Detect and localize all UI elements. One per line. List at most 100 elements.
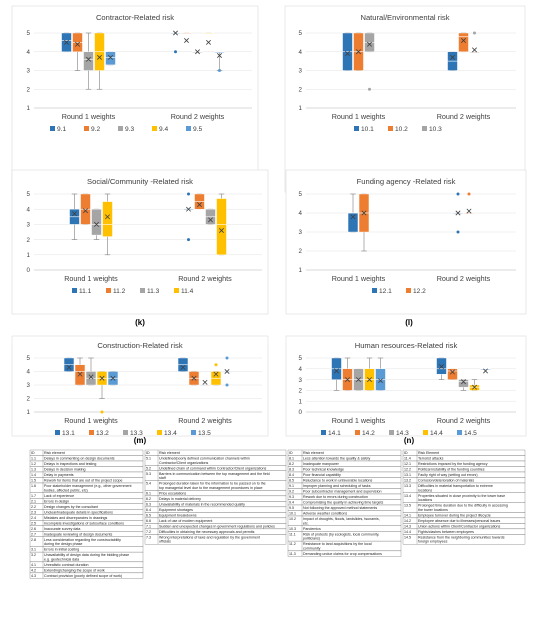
table-text-cell: Delays in commenting on design documents	[44, 457, 115, 461]
box-14-2-round-1	[342, 357, 353, 391]
table-id-cell: 8.5	[289, 479, 294, 483]
legend-swatch	[50, 126, 55, 131]
table-text-cell: Poor financial capability	[303, 473, 341, 477]
mean-marker	[466, 208, 472, 214]
mean-marker	[66, 364, 72, 370]
chart-frame	[284, 5, 526, 193]
legend-label: 13.3	[130, 430, 143, 437]
mean-marker	[105, 214, 110, 220]
y-tick-label: 2	[299, 86, 303, 93]
mean-marker	[450, 54, 455, 60]
table-id-cell: 1.1	[31, 457, 36, 461]
box-13-4-round-2	[210, 363, 222, 386]
mean-marker	[184, 38, 189, 43]
y-tick-label: 0	[299, 409, 303, 416]
mean-marker	[88, 374, 94, 380]
box-12-1-round-1	[347, 193, 359, 233]
box-11-4-round-2	[216, 193, 227, 256]
mean-marker	[99, 375, 105, 381]
box-11-4-round-1	[102, 193, 113, 256]
table-text-cell: Less attention towards the quality & saf…	[303, 457, 371, 461]
chart-title: Natural/Environmental risk	[360, 13, 449, 22]
table-id-cell: 11.3	[289, 552, 296, 556]
mean-marker	[217, 53, 222, 58]
y-tick-label: 2	[27, 86, 31, 93]
table-id-cell: ID	[146, 451, 150, 455]
mean-marker	[472, 384, 477, 390]
table-text-cell: Corrosion/deterioration of materials	[418, 479, 474, 483]
table-row: 10.2 Impact of droughts, floods, landslid…	[287, 515, 402, 526]
table-text-cell: Wrong interpretations of laws and regula…	[159, 535, 260, 539]
legend-label: 14.4	[430, 430, 443, 437]
mean-marker	[334, 368, 339, 374]
table-row: 12.2 Political instability of the funding…	[402, 466, 526, 473]
table-id-cell: 2.2	[31, 505, 36, 509]
table-id-cell: 14.5	[404, 535, 411, 539]
table-text-cell: Risk of protests (by ecologists, local c…	[303, 532, 379, 536]
table-id-cell: ID	[404, 451, 408, 455]
chart-panel-n: Human resources-Related risk 0 1 2 3 4 5 Round …	[285, 335, 527, 445]
box-10-3-round-1	[364, 32, 375, 91]
outlier-point	[467, 192, 471, 196]
table-id-cell: 13.2	[404, 479, 411, 483]
table-id-cell: 13.1	[404, 473, 411, 477]
table-text-cell: Difficulties in obtaining the necessary …	[159, 530, 255, 534]
chart-frame	[285, 335, 527, 437]
table-id-cell: 11.4	[404, 457, 411, 461]
legend-label: 9.5	[193, 126, 202, 133]
table-header-row: ID Risk element	[287, 449, 402, 456]
table-text-cell: Poor subcontractor management and superv…	[303, 490, 382, 494]
table-text-cell: Unavailability of materials in the recom…	[159, 502, 245, 506]
table-id-cell: 7.1	[146, 524, 151, 528]
chart-title: Contractor-Related risk	[96, 13, 174, 22]
chart-frame	[11, 335, 269, 437]
x-group-label: Round 1 weights	[64, 274, 118, 283]
table-id-cell: 1.5	[31, 479, 36, 483]
table-id-cell: 9.2	[289, 490, 294, 494]
table-row: 9.5 Not following the approved method sta…	[287, 504, 402, 511]
table-text-cell: Undefined/poorly defined communication c…	[159, 457, 250, 461]
box-9-2-round-1	[72, 32, 83, 71]
box-body	[216, 198, 227, 255]
table-text-cell: Political instability of the funding cou…	[418, 468, 485, 472]
box-13-2-round-1	[74, 357, 86, 386]
table-id-cell: 2.3	[31, 510, 36, 514]
legend-swatch	[55, 430, 60, 435]
legend-swatch	[140, 288, 145, 293]
box-13-3-round-1	[85, 357, 97, 386]
box-14-1-round-2	[436, 357, 447, 380]
mean-marker	[367, 41, 372, 47]
table-text-cell: Mistakes and discrepancies in drawings	[44, 516, 108, 520]
table-row: 2.1 Errors in design	[29, 498, 144, 504]
table-id-cell: 8.2	[289, 462, 294, 466]
table-id-cell: 5.2	[146, 466, 151, 470]
table-id-cell: 11.2	[289, 542, 296, 546]
box-14-4-round-2	[469, 379, 480, 391]
table-text-cell: Undefined chain of command within Contra…	[159, 466, 266, 470]
table-id-cell: 6.1	[146, 491, 151, 495]
table-cell-frame	[287, 550, 402, 557]
table-row: 14.1 Employee turnover during the project…	[402, 512, 526, 519]
table-id-cell: 6.3	[146, 502, 151, 506]
legend-label: 10.2	[395, 126, 408, 133]
mean-marker	[75, 41, 80, 47]
table-text-cell: Incomplete investigations of subsurface …	[44, 521, 124, 525]
outlier-point	[187, 238, 190, 242]
box-body	[105, 51, 116, 66]
box-body	[102, 201, 113, 237]
legend-swatch	[388, 126, 393, 131]
mean-marker	[94, 221, 99, 227]
outlier-point	[473, 31, 476, 35]
table-id-cell: 2.5	[31, 521, 36, 525]
legend-label: 11.3	[147, 288, 160, 295]
legend-label: 12.2	[413, 288, 426, 295]
y-tick-label: 3	[27, 68, 31, 75]
y-tick-label: 5	[27, 355, 31, 362]
table-row: 14.4 Fights/clashes between employees	[402, 528, 526, 535]
mean-marker	[83, 208, 88, 214]
x-group-label: Round 1 weights	[62, 112, 116, 121]
x-group-label: Round 2 weights	[437, 274, 491, 283]
table-id-cell: 10.2	[289, 517, 296, 521]
table-id-cell: 7.2	[146, 530, 151, 534]
table-row: 8.5 Reluctance to work in unfavorable loc…	[287, 477, 402, 484]
